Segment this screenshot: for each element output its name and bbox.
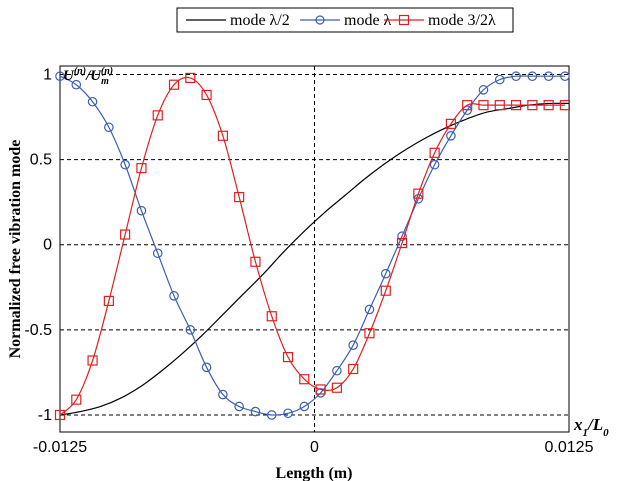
grid [60, 66, 569, 432]
data-point-circle [201, 362, 212, 373]
data-point-circle [71, 79, 82, 90]
data-point-circle [380, 268, 391, 279]
data-point-square [413, 188, 424, 199]
data-point-circle [55, 71, 65, 82]
data-point-circle [429, 159, 440, 170]
x-tick-label: 0 [310, 439, 319, 456]
data-point-square [543, 100, 554, 111]
x-tick-label: -0.0125 [33, 439, 87, 456]
data-point-circle [299, 401, 310, 412]
data-point-square [462, 100, 473, 111]
data-point-circle [446, 130, 456, 141]
y-tick-label: 0.5 [30, 152, 52, 169]
legend-frame [176, 7, 514, 33]
data-point-circle [185, 325, 196, 335]
data-point-square [103, 295, 114, 307]
data-point-circle [511, 71, 521, 82]
data-point-square [152, 110, 163, 121]
series-layer [54, 71, 571, 421]
data-point-circle [462, 105, 472, 116]
data-point-square [120, 229, 131, 240]
data-point-circle [494, 74, 505, 85]
data-point-square [364, 328, 375, 339]
axis-ticks: 1 0.5 0 -0.5 -1 -0.0125 0 0.0125 [24, 67, 593, 456]
data-point-circle [332, 365, 342, 376]
data-point-square [71, 394, 82, 405]
data-point-circle [104, 122, 114, 133]
data-point-circle [543, 71, 554, 82]
y-tick-label: -0.5 [24, 322, 52, 339]
data-point-square [87, 355, 98, 366]
data-point-square [510, 100, 522, 111]
data-point-square [478, 100, 489, 111]
data-point-square [559, 100, 571, 111]
data-point-square [234, 191, 245, 203]
data-point-square [299, 374, 310, 385]
series-line-1 [59, 75, 565, 416]
data-point-square [494, 100, 505, 111]
legend: mode λ/2 mode λ mode 3/2λ [176, 7, 514, 33]
data-point-square [201, 89, 212, 101]
data-point-circle [560, 71, 570, 82]
data-point-square [136, 163, 147, 174]
data-point-circle [152, 248, 163, 259]
data-point-circle [120, 159, 130, 170]
data-point-square [380, 285, 391, 296]
y-axis-label: Normalized free vibration mode [7, 140, 24, 359]
x-annotation: x1/L0 [573, 415, 609, 439]
data-point-square [282, 351, 294, 363]
data-point-circle [250, 406, 261, 417]
data-point-square [348, 363, 359, 375]
data-point-circle [218, 389, 228, 400]
data-point-circle [397, 231, 407, 242]
legend-marker-mode-three-half [398, 14, 410, 26]
data-point-circle [527, 71, 538, 82]
data-point-circle [169, 291, 179, 301]
x-tick-label: 0.0125 [545, 439, 594, 456]
data-point-square [185, 72, 196, 84]
data-point-circle [234, 401, 244, 412]
y-annotation: U(n)/Um(n) [63, 66, 113, 87]
data-point-circle [348, 340, 358, 350]
data-point-square [250, 256, 261, 267]
data-point-square [445, 118, 457, 129]
data-point-square [54, 409, 66, 421]
data-point-square [527, 100, 538, 111]
x-axis-label: Length (m) [276, 465, 353, 481]
data-point-square [429, 147, 440, 158]
data-point-square [331, 382, 342, 393]
series-line-2 [59, 76, 565, 416]
data-point-square [266, 311, 277, 322]
y-tick-label: 0 [43, 237, 52, 254]
legend-label-mode-lambda: mode λ [344, 12, 392, 29]
series-line-0 [59, 102, 570, 416]
data-point-square [168, 79, 180, 90]
data-point-circle [478, 85, 489, 95]
data-point-circle [283, 408, 293, 419]
data-point-circle [136, 205, 147, 216]
data-point-square [396, 237, 408, 249]
legend-label-mode-three-half: mode 3/2λ [428, 12, 496, 29]
data-point-circle [364, 304, 375, 315]
data-point-circle [87, 96, 98, 107]
data-point-circle [266, 410, 277, 420]
y-tick-label: 1 [43, 67, 52, 84]
legend-marker-mode-lambda [315, 15, 325, 25]
data-point-square [315, 384, 326, 395]
legend-label-mode-half: mode λ/2 [230, 12, 290, 29]
data-point-square [217, 130, 228, 141]
y-tick-label: -1 [38, 407, 52, 424]
